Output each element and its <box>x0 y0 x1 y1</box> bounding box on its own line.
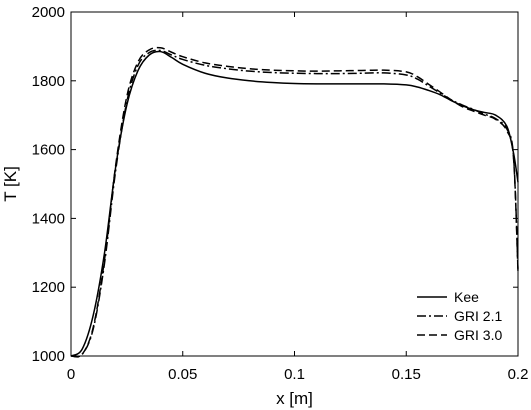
y-tick-label: 1400 <box>32 210 65 227</box>
x-tick-label: 0.05 <box>168 366 197 383</box>
plot-lines <box>70 46 519 358</box>
legend: Kee GRI 2.1 GRI 3.0 <box>417 289 502 343</box>
series-line-gri-2-1 <box>70 49 519 358</box>
y-tick-label: 1600 <box>32 142 65 159</box>
y-axis-label: T [K] <box>1 166 20 202</box>
y-tick-label: 1000 <box>32 348 65 365</box>
y-tick-label: 2000 <box>32 4 65 21</box>
legend-label: GRI 2.1 <box>454 308 502 324</box>
series-line-kee <box>70 50 519 357</box>
x-tick-label: 0 <box>67 366 75 383</box>
legend-label: GRI 3.0 <box>454 327 502 343</box>
x-axis-ticks: 0 0.05 0.1 0.15 0.2 <box>67 12 529 383</box>
y-axis-ticks: 1000 1200 1400 1600 1800 2000 <box>32 4 518 365</box>
x-tick-label: 0.1 <box>284 366 305 383</box>
legend-label: Kee <box>454 289 479 305</box>
x-axis-label: x [m] <box>276 389 313 408</box>
y-tick-label: 1200 <box>32 279 65 296</box>
x-tick-label: 0.2 <box>508 366 529 383</box>
series-line-gri-3-0 <box>70 46 519 358</box>
y-tick-label: 1800 <box>32 73 65 90</box>
x-tick-label: 0.15 <box>392 366 421 383</box>
